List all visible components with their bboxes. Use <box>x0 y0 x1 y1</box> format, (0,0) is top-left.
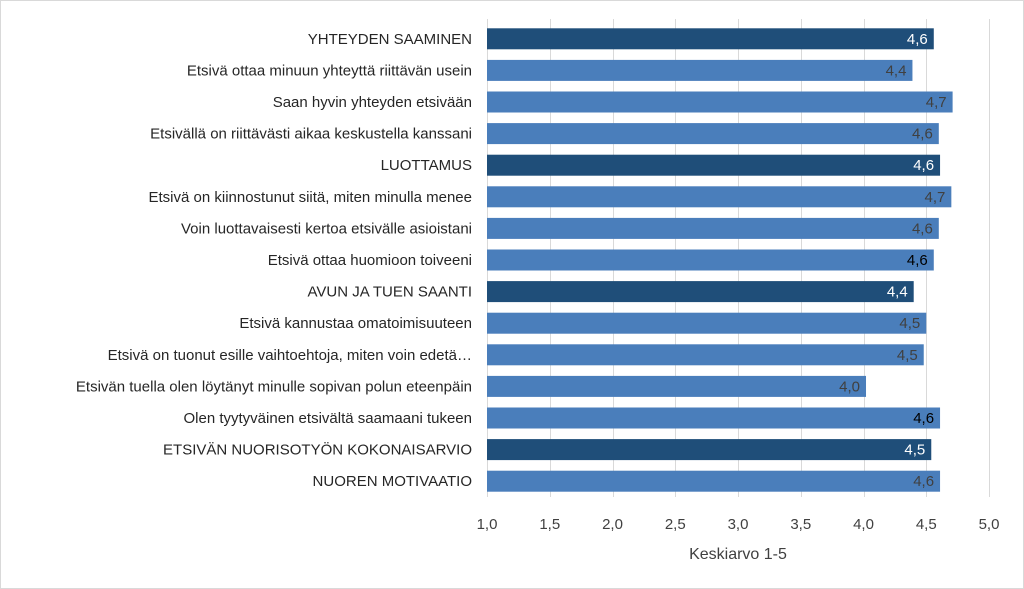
category-label: Olen tyytyväinen etsivältä saamaani tuke… <box>184 410 473 427</box>
bar <box>487 59 913 81</box>
data-label: 4,4 <box>886 62 907 79</box>
bar <box>487 344 924 366</box>
x-tick-label: 2,0 <box>602 516 623 533</box>
category-label: NUOREN MOTIVAATIO <box>313 473 472 490</box>
data-label: 4,6 <box>913 473 934 490</box>
category-label: Saan hyvin yhteyden etsivään <box>273 94 472 111</box>
bar <box>487 154 941 176</box>
category-label: Etsivän tuella olen löytänyt minulle sop… <box>76 378 472 395</box>
data-label: 4,5 <box>904 442 925 459</box>
category-label: YHTEYDEN SAAMINEN <box>308 31 472 48</box>
bar <box>487 407 941 429</box>
bar <box>487 439 932 461</box>
x-tick-label: 4,5 <box>916 516 937 533</box>
bar <box>487 375 867 397</box>
x-tick-label: 3,0 <box>728 516 749 533</box>
data-label: 4,0 <box>839 378 860 395</box>
bar <box>487 249 934 271</box>
x-tick-label: 1,5 <box>539 516 560 533</box>
category-label: Etsivä kannustaa omatoimisuuteen <box>239 315 472 332</box>
data-label: 4,6 <box>913 410 934 427</box>
data-label: 4,4 <box>887 284 908 301</box>
category-label: Etsivä on tuonut esille vaihtoehtoja, mi… <box>108 347 472 364</box>
x-tick-labels: 1,0 1,5 2,0 2,5 3,0 3,5 4,0 4,5 5,0 <box>477 516 1000 533</box>
data-label: 4,5 <box>897 347 918 364</box>
x-tick-label: 3,5 <box>790 516 811 533</box>
bar <box>487 281 914 303</box>
category-label: Voin luottavaisesti kertoa etsivälle asi… <box>181 220 472 237</box>
data-label: 4,6 <box>913 157 934 174</box>
x-tick-label: 5,0 <box>979 516 1000 533</box>
category-label: AVUN JA TUEN SAANTI <box>308 284 472 301</box>
bars: 4,64,44,74,64,64,74,64,64,44,54,54,04,64… <box>487 28 953 492</box>
category-label: Etsivällä on riittävästi aikaa keskustel… <box>150 126 472 143</box>
bar <box>487 28 934 50</box>
category-label: ETSIVÄN NUORISOTYÖN KOKONAISARVIO <box>163 441 472 459</box>
bar <box>487 312 927 334</box>
x-axis-title: Keskiarvo 1-5 <box>689 546 787 563</box>
data-label: 4,7 <box>924 189 945 206</box>
x-tick-label: 4,0 <box>853 516 874 533</box>
category-label: Etsivä on kiinnostunut siitä, miten minu… <box>149 189 473 206</box>
bar <box>487 217 939 239</box>
category-labels: YHTEYDEN SAAMINEN Etsivä ottaa minuun yht… <box>76 31 472 490</box>
data-label: 4,6 <box>912 126 933 143</box>
category-label: Etsivä ottaa minuun yhteyttä riittävän u… <box>187 62 472 79</box>
category-label: Etsivä ottaa huomioon toiveeni <box>268 252 472 269</box>
data-label: 4,6 <box>912 220 933 237</box>
bar <box>487 186 952 208</box>
data-label: 4,6 <box>907 252 928 269</box>
data-label: 4,7 <box>926 94 947 111</box>
data-label: 4,6 <box>907 31 928 48</box>
x-tick-label: 1,0 <box>477 516 498 533</box>
category-label: LUOTTAMUS <box>381 157 472 174</box>
x-tick-label: 2,5 <box>665 516 686 533</box>
bar <box>487 470 941 492</box>
bar <box>487 91 953 113</box>
bar <box>487 123 939 145</box>
data-label: 4,5 <box>899 315 920 332</box>
